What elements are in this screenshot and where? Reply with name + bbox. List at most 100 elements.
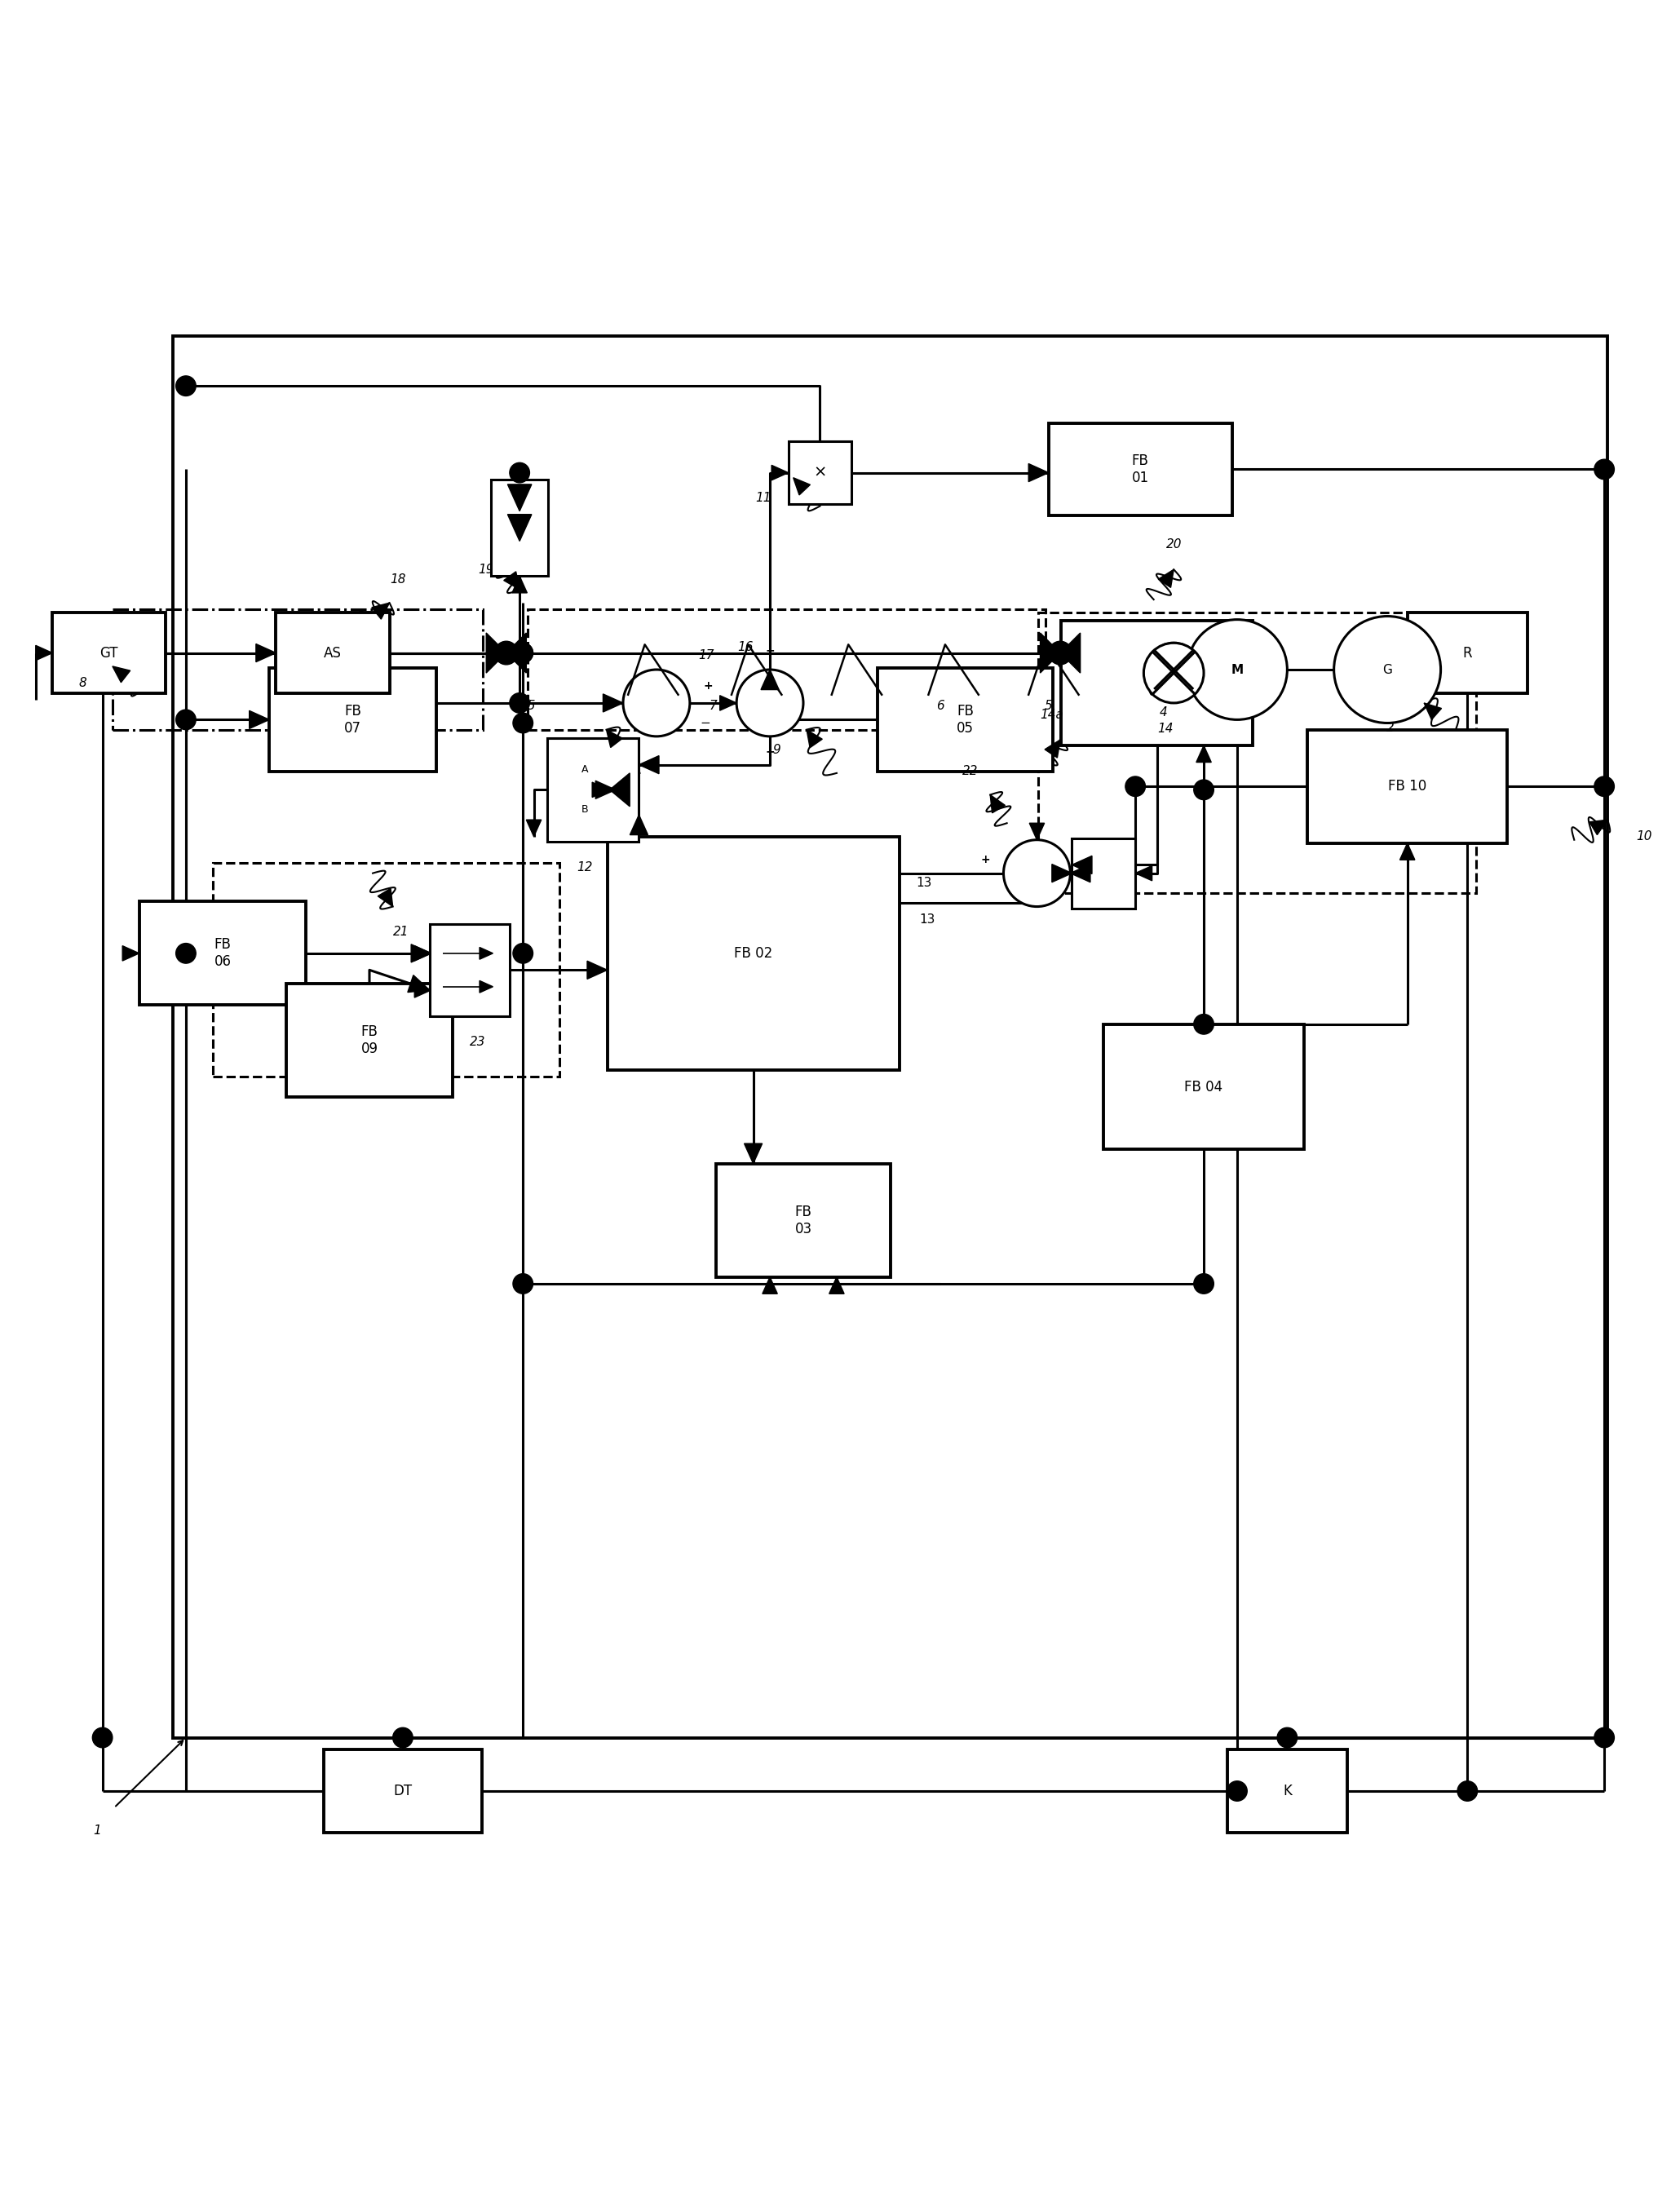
Circle shape xyxy=(1003,841,1070,907)
Text: 5: 5 xyxy=(1045,700,1053,713)
Polygon shape xyxy=(603,693,623,713)
Bar xyxy=(1038,614,1475,894)
Polygon shape xyxy=(408,975,430,993)
Polygon shape xyxy=(1040,633,1060,673)
Text: FB 10: FB 10 xyxy=(1388,779,1426,795)
Bar xyxy=(269,669,437,772)
Text: +: + xyxy=(764,644,774,655)
Bar xyxy=(877,669,1053,772)
Polygon shape xyxy=(1589,819,1608,834)
Text: DT: DT xyxy=(393,1783,412,1799)
Bar xyxy=(716,1163,890,1278)
Text: 14: 14 xyxy=(1158,724,1173,735)
Polygon shape xyxy=(504,572,519,589)
Text: FB
01: FB 01 xyxy=(1132,452,1149,486)
Polygon shape xyxy=(990,795,1005,812)
Bar xyxy=(528,609,1045,731)
Text: FB
06: FB 06 xyxy=(213,938,232,969)
Polygon shape xyxy=(412,945,432,962)
Circle shape xyxy=(509,693,529,713)
Polygon shape xyxy=(415,947,432,960)
Polygon shape xyxy=(507,514,531,541)
Text: 21: 21 xyxy=(393,925,410,938)
Text: 20: 20 xyxy=(1166,539,1181,550)
Text: +: + xyxy=(764,746,774,757)
Text: AS: AS xyxy=(324,647,341,660)
Text: K: K xyxy=(1284,1783,1292,1799)
Polygon shape xyxy=(479,980,492,993)
Circle shape xyxy=(1458,1781,1477,1801)
Bar xyxy=(213,863,559,1077)
Bar xyxy=(1048,424,1231,514)
Text: G: G xyxy=(1383,664,1393,675)
Text: 13: 13 xyxy=(916,876,932,889)
Circle shape xyxy=(1226,1781,1247,1801)
Bar xyxy=(1307,731,1507,843)
Polygon shape xyxy=(1052,865,1072,883)
Polygon shape xyxy=(761,669,780,689)
Circle shape xyxy=(1144,642,1205,704)
Bar xyxy=(491,479,548,576)
Text: 13: 13 xyxy=(919,914,936,927)
Text: 9: 9 xyxy=(773,744,781,755)
Circle shape xyxy=(176,942,197,962)
Text: +: + xyxy=(981,854,990,865)
Bar xyxy=(430,925,509,1015)
Circle shape xyxy=(509,463,529,483)
Circle shape xyxy=(1147,642,1201,697)
Circle shape xyxy=(736,669,803,737)
Circle shape xyxy=(1194,1273,1213,1293)
Text: M: M xyxy=(1231,664,1243,675)
Polygon shape xyxy=(512,576,528,594)
Circle shape xyxy=(512,642,533,662)
Circle shape xyxy=(1594,1728,1614,1748)
Text: 1: 1 xyxy=(94,1825,101,1836)
Text: 8: 8 xyxy=(79,678,86,689)
Text: 2: 2 xyxy=(1386,722,1394,735)
Polygon shape xyxy=(793,477,810,494)
Polygon shape xyxy=(506,633,526,673)
Text: −: − xyxy=(701,717,711,728)
Polygon shape xyxy=(595,781,615,799)
Circle shape xyxy=(1188,620,1287,719)
Text: FB 04: FB 04 xyxy=(1184,1079,1223,1095)
Bar xyxy=(1226,1750,1347,1832)
Bar xyxy=(548,737,638,841)
Polygon shape xyxy=(486,633,506,673)
Text: B: B xyxy=(581,806,588,814)
Circle shape xyxy=(1594,459,1614,479)
Polygon shape xyxy=(606,731,623,748)
Text: 7: 7 xyxy=(709,700,717,713)
Bar xyxy=(1062,620,1253,746)
Text: 17: 17 xyxy=(699,649,714,662)
Polygon shape xyxy=(415,982,432,998)
Text: 22: 22 xyxy=(963,766,978,777)
Circle shape xyxy=(92,1728,113,1748)
Circle shape xyxy=(1194,1015,1213,1035)
Text: 23: 23 xyxy=(470,1035,486,1048)
Circle shape xyxy=(176,375,197,395)
Text: 4: 4 xyxy=(1159,706,1168,719)
Circle shape xyxy=(512,942,533,962)
Text: ×: × xyxy=(813,466,827,481)
Circle shape xyxy=(512,1273,533,1293)
Text: FB
08: FB 08 xyxy=(1149,667,1166,700)
Bar xyxy=(788,441,852,505)
Circle shape xyxy=(1126,777,1146,797)
Polygon shape xyxy=(494,644,514,662)
Polygon shape xyxy=(630,814,648,834)
Polygon shape xyxy=(1425,704,1441,719)
Bar xyxy=(286,984,454,1097)
Polygon shape xyxy=(593,781,608,797)
Bar xyxy=(139,903,306,1004)
Text: FB
05: FB 05 xyxy=(956,704,974,735)
Polygon shape xyxy=(763,1278,778,1293)
Polygon shape xyxy=(1028,463,1048,481)
Polygon shape xyxy=(1158,569,1174,587)
Text: 16: 16 xyxy=(738,640,753,653)
Polygon shape xyxy=(771,466,788,481)
Text: 18: 18 xyxy=(390,574,407,585)
Text: 10: 10 xyxy=(1636,830,1651,843)
Text: FB
07: FB 07 xyxy=(344,704,361,735)
Circle shape xyxy=(1277,1728,1297,1748)
